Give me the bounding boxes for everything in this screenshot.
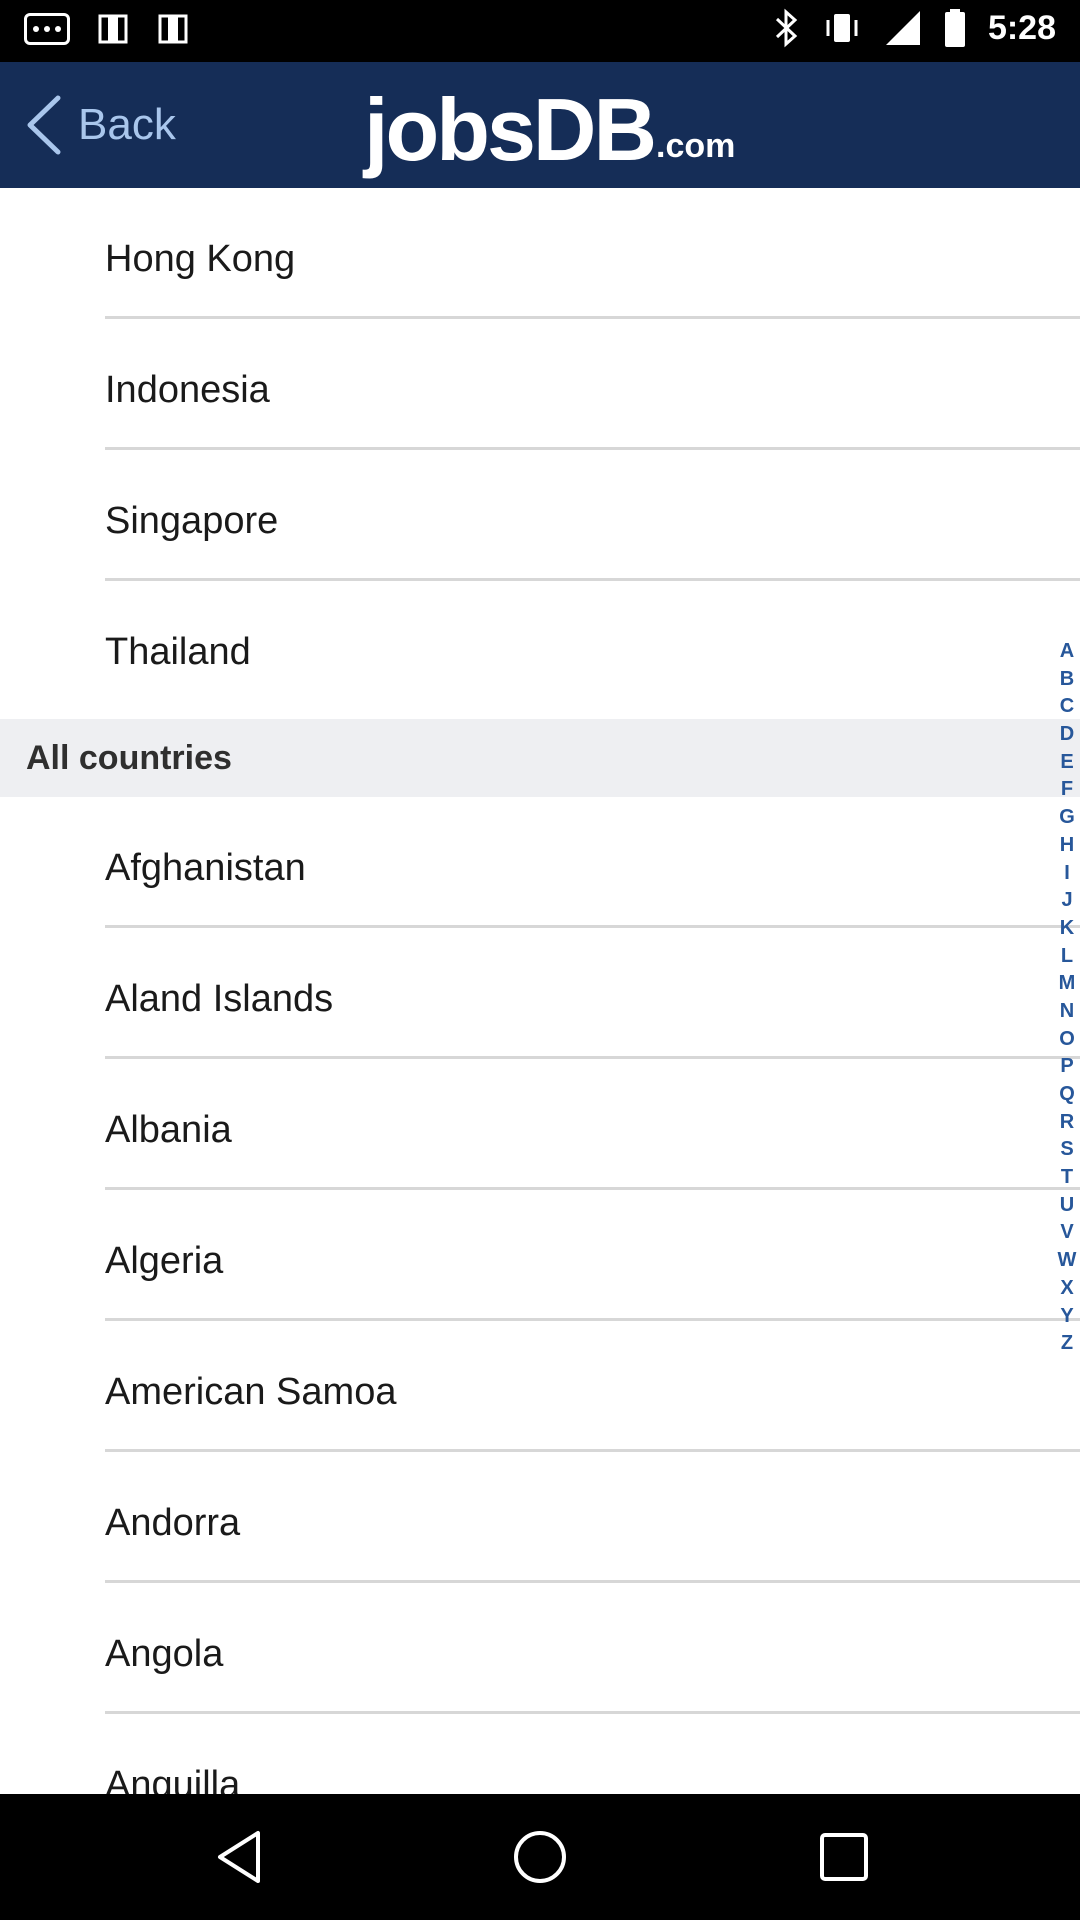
list-item-label: Afghanistan bbox=[105, 847, 306, 889]
list-item[interactable]: Hong Kong bbox=[105, 188, 1080, 319]
alphabet-index-letter[interactable]: M bbox=[1058, 972, 1076, 995]
list-item-label: Angola bbox=[105, 1633, 224, 1675]
list-item[interactable]: Andorra bbox=[105, 1452, 1080, 1583]
logo-main-text: jobsDB bbox=[364, 80, 657, 179]
logo-suffix-text: .com bbox=[656, 127, 736, 165]
list-item[interactable]: Singapore bbox=[105, 450, 1080, 581]
system-nav-bar bbox=[0, 1794, 1080, 1920]
list-item[interactable]: Anguilla bbox=[105, 1714, 1080, 1794]
list-item-label: Hong Kong bbox=[105, 238, 296, 280]
alphabet-index-letter[interactable]: Z bbox=[1060, 1332, 1074, 1355]
list-item-label: Aland Islands bbox=[105, 978, 334, 1020]
list-item[interactable]: American Samoa bbox=[105, 1321, 1080, 1452]
alphabet-index-letter[interactable]: H bbox=[1059, 833, 1075, 856]
vibrate-icon bbox=[826, 14, 858, 42]
country-list[interactable]: Hong Kong Indonesia Singapore Thailand A… bbox=[0, 188, 1080, 1794]
status-right: 5:28 bbox=[774, 8, 1056, 48]
more-dots-icon bbox=[24, 13, 70, 45]
list-item-label: Algeria bbox=[105, 1240, 224, 1282]
list-item-label: Anguilla bbox=[105, 1764, 241, 1794]
alphabet-index-letter[interactable]: A bbox=[1059, 640, 1075, 662]
alphabet-index-letter[interactable]: S bbox=[1060, 1138, 1074, 1161]
alphabet-index-letter[interactable]: U bbox=[1059, 1193, 1075, 1216]
list-item[interactable]: Algeria bbox=[105, 1190, 1080, 1321]
signal-icon bbox=[885, 11, 920, 45]
list-item[interactable]: Albania bbox=[105, 1059, 1080, 1190]
list-item-label: Indonesia bbox=[105, 369, 270, 411]
alphabet-index-letter[interactable]: K bbox=[1059, 916, 1075, 939]
list-item[interactable]: Thailand bbox=[105, 581, 1080, 712]
alphabet-index-letter[interactable]: J bbox=[1061, 889, 1073, 912]
back-button[interactable]: Back bbox=[26, 90, 176, 160]
status-bar: 5:28 bbox=[0, 0, 1080, 62]
list-item[interactable]: Afghanistan bbox=[105, 797, 1080, 928]
list-item[interactable]: Indonesia bbox=[105, 319, 1080, 450]
alphabet-index-letter[interactable]: R bbox=[1059, 1110, 1075, 1133]
battery-icon bbox=[944, 9, 965, 47]
list-item-label: Albania bbox=[105, 1109, 232, 1151]
status-time: 5:28 bbox=[987, 8, 1056, 47]
alphabet-index-letter[interactable]: D bbox=[1059, 723, 1075, 746]
app-header: Back jobsDB .com bbox=[0, 62, 1080, 188]
back-triangle-icon[interactable] bbox=[210, 1827, 270, 1887]
image-icon bbox=[98, 14, 128, 44]
alphabet-index-letter[interactable]: N bbox=[1059, 999, 1075, 1022]
alphabet-index-letter[interactable]: Q bbox=[1059, 1083, 1075, 1105]
alphabet-index-letter[interactable]: T bbox=[1060, 1166, 1074, 1189]
chevron-left-icon bbox=[27, 95, 61, 155]
alphabet-index-letter[interactable]: B bbox=[1059, 667, 1075, 690]
alphabet-index-letter[interactable]: Y bbox=[1060, 1304, 1074, 1327]
section-header-all-countries: All countries bbox=[0, 719, 1080, 797]
alphabet-index-letter[interactable]: E bbox=[1060, 750, 1074, 773]
alphabet-index-letter[interactable]: W bbox=[1057, 1249, 1077, 1272]
home-circle-icon[interactable] bbox=[510, 1827, 570, 1887]
list-item-label: Andorra bbox=[105, 1502, 241, 1544]
back-label: Back bbox=[78, 100, 176, 149]
status-left bbox=[24, 12, 190, 46]
alphabet-index-letter[interactable]: F bbox=[1060, 778, 1074, 801]
alphabet-index-letter[interactable]: P bbox=[1060, 1055, 1074, 1078]
bluetooth-icon bbox=[775, 8, 798, 48]
alphabet-index-letter[interactable]: C bbox=[1059, 695, 1075, 718]
alphabet-index-letter[interactable]: O bbox=[1059, 1027, 1075, 1050]
image-icon bbox=[158, 14, 188, 44]
list-item-label: Thailand bbox=[105, 631, 251, 673]
recents-square-icon[interactable] bbox=[814, 1827, 874, 1887]
alphabet-index-letter[interactable]: X bbox=[1060, 1276, 1074, 1299]
alphabet-index-letter[interactable]: I bbox=[1064, 861, 1070, 884]
alphabet-index-letter[interactable]: L bbox=[1060, 944, 1074, 967]
list-item[interactable]: Aland Islands bbox=[105, 928, 1080, 1059]
alphabet-index-letter[interactable]: V bbox=[1060, 1221, 1074, 1244]
section-header-label: All countries bbox=[26, 739, 232, 777]
alphabet-index-letter[interactable]: G bbox=[1059, 806, 1075, 829]
list-item-label: American Samoa bbox=[105, 1371, 397, 1413]
list-item[interactable]: Angola bbox=[105, 1583, 1080, 1714]
list-item-label: Singapore bbox=[105, 500, 279, 542]
jobsdb-logo: jobsDB .com bbox=[364, 84, 735, 174]
